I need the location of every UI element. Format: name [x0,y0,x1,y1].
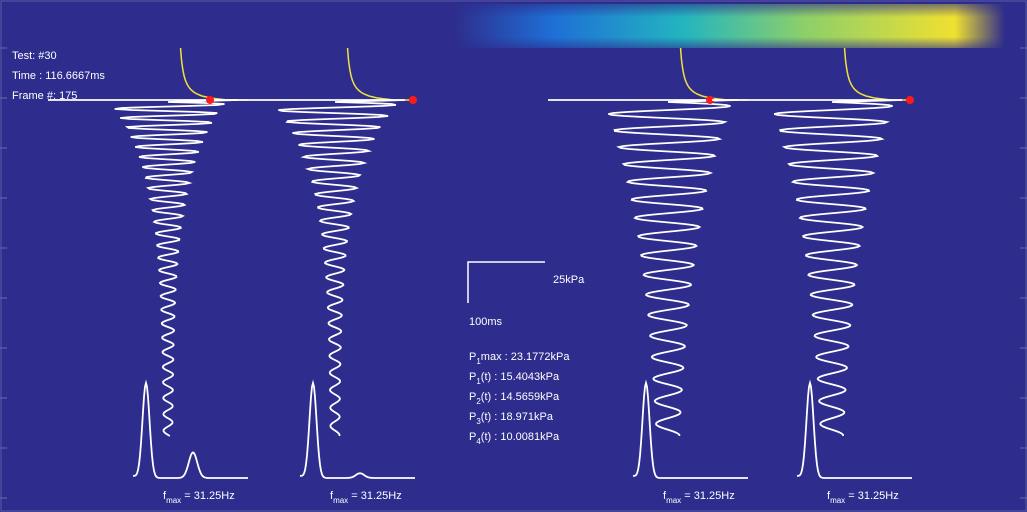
marker [409,96,417,104]
spectrogram-shade [0,4,1005,48]
marker [906,96,914,104]
subscript: max [666,496,681,505]
test-label: Test: #30 [12,50,57,62]
symbol: P [469,411,476,423]
subscript: max [333,496,348,505]
marker [206,96,214,104]
label-text: (t) : 10.0081kPa [481,431,560,443]
scale-time: 100ms [469,316,503,328]
label-text: = 31.25Hz [681,490,735,502]
label-text: max : 23.1772kPa [481,351,571,363]
page: {"info": {"test": "Test: #30", "time": "… [0,0,1027,512]
symbol: P [469,371,476,383]
figure: Test: #30 Time : 116.6667ms Frame #: 175… [0,0,1027,512]
time-label: Time : 116.6667ms [12,70,105,82]
label-text: (t) : 18.971kPa [481,411,554,423]
label-text: = 31.25Hz [348,490,402,502]
scale-pressure: 25kPa [553,274,585,286]
symbol: P [469,431,476,443]
symbol: P [469,391,476,403]
frame-label: Frame #: 175 [12,90,77,102]
subscript: max [830,496,845,505]
label-text: (t) : 15.4043kPa [481,371,560,383]
subscript: max [166,496,181,505]
label-text: = 31.25Hz [845,490,899,502]
label-text: (t) : 14.5659kPa [481,391,560,403]
symbol: P [469,351,476,363]
label-text: = 31.25Hz [181,490,235,502]
